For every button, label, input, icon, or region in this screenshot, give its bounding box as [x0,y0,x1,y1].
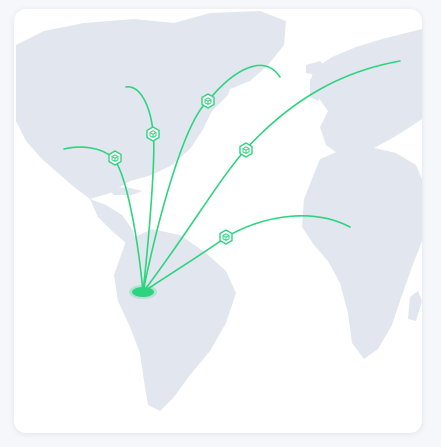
north-america-land [16,19,236,199]
package-icon[interactable] [146,126,160,142]
hub-layer [129,285,157,299]
greenland-land [174,11,286,89]
package-icon[interactable] [108,150,122,166]
south-america-hub[interactable] [132,287,154,297]
uk-land [310,75,324,101]
europe-land [310,29,422,155]
package-icon[interactable] [201,93,215,109]
cuba-land [108,187,142,195]
africa-land [302,147,422,359]
map-card [14,9,422,433]
world-map [16,11,422,411]
package-icon[interactable] [239,142,253,158]
south-america-land [114,229,236,411]
land-masses [16,11,422,411]
madagascar-land [408,291,422,321]
central-america-land [90,199,136,243]
route-icons [108,93,253,245]
package-icon[interactable] [219,229,233,245]
